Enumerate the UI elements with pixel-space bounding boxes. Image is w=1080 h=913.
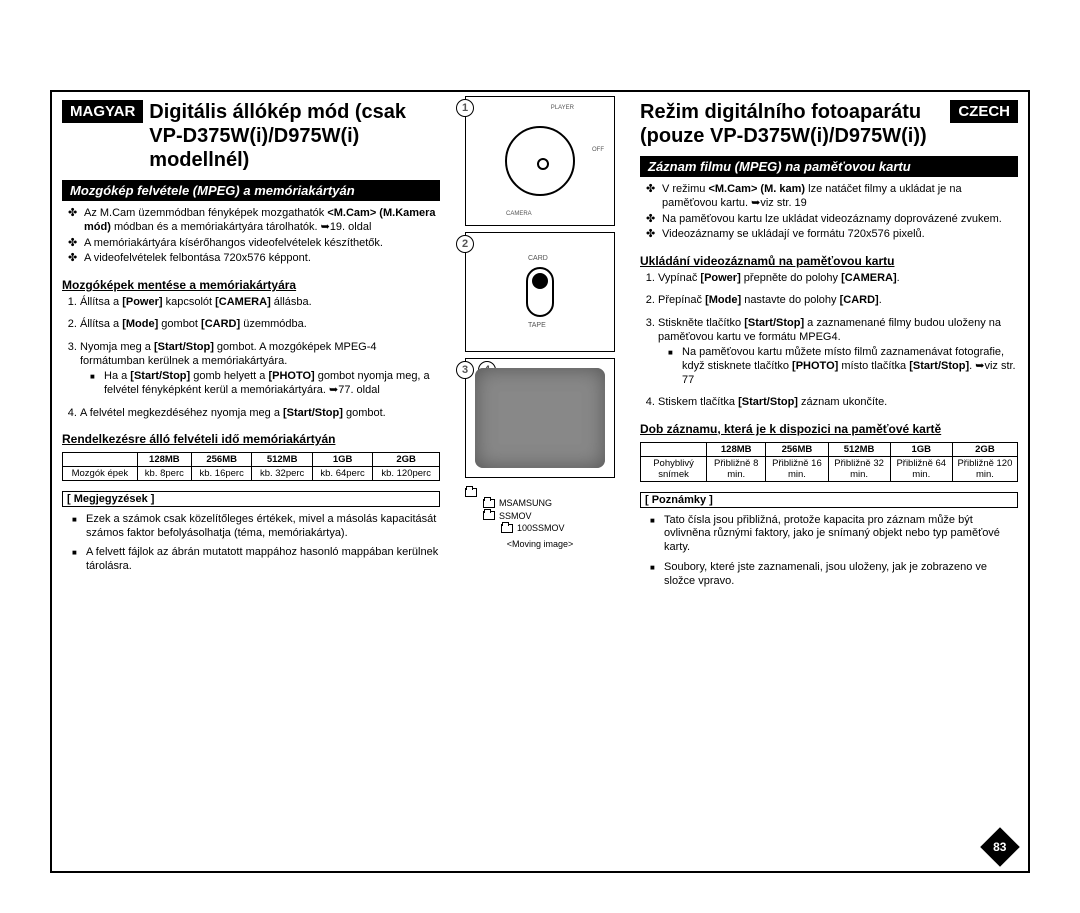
diagram-power-dial: 1 PLAYER OFF CAMERA	[465, 96, 615, 226]
step: A felvétel megkezdéséhez nyomja meg a [S…	[80, 406, 440, 420]
step: Állítsa a [Mode] gombot [CARD] üzemmódba…	[80, 317, 440, 331]
right-subhead-1: Ukládání videozáznamů na paměťovou kartu	[640, 254, 1018, 268]
table-row: Mozgók épek kb. 8perc kb. 16perc kb. 32p…	[63, 466, 440, 480]
right-header: Režim digitálního fotoaparátu (pouze VP-…	[640, 100, 1018, 148]
th: 128MB	[707, 442, 766, 456]
lang-tag-czech: CZECH	[950, 100, 1018, 123]
callout-2: 2	[456, 235, 474, 253]
intro-item: Na paměťovou kartu lze ukládat videozázn…	[662, 213, 1018, 227]
diagram-mode-switch: 2 CARD TAPE	[465, 232, 615, 352]
intro-item: V režimu <M.Cam> (M. kam) lze natáčet fi…	[662, 183, 1018, 211]
left-time-table: 128MB 256MB 512MB 1GB 2GB Mozgók épek kb…	[62, 452, 440, 481]
intro-item: A memóriakártyára kísérőhangos videofelv…	[84, 237, 440, 251]
switch-icon	[526, 267, 554, 317]
callout-1: 1	[456, 99, 474, 117]
folder-icon	[465, 488, 477, 497]
folder-label: SSMOV	[499, 510, 532, 523]
switch-label: TAPE	[528, 322, 546, 329]
td: Přibližně 8 min.	[707, 456, 766, 481]
note-item: Ezek a számok csak közelítőleges értékek…	[72, 513, 440, 541]
page-frame: MAGYAR Digitális állókép mód (csak VP-D3…	[50, 90, 1030, 873]
dial-label: CAMERA	[506, 211, 532, 217]
th: 1GB	[312, 452, 372, 466]
note-item: Tato čísla jsou přibližná, protože kapac…	[650, 514, 1018, 555]
folder-icon	[483, 499, 495, 508]
td: Mozgók épek	[63, 466, 138, 480]
diagram-caption: <Moving image>	[507, 539, 574, 549]
switch-label: CARD	[528, 255, 548, 262]
right-time-table: 128MB 256MB 512MB 1GB 2GB Pohyblivý sním…	[640, 442, 1018, 482]
step: Stiskněte tlačítko [Start/Stop] a zaznam…	[658, 316, 1018, 388]
note-item: Soubory, které jste zaznamenali, jsou ul…	[650, 561, 1018, 589]
td: Přibližně 64 min.	[890, 456, 952, 481]
left-steps: Állítsa a [Power] kapcsolót [CAMERA] áll…	[62, 295, 440, 428]
th	[63, 452, 138, 466]
th: 256MB	[766, 442, 828, 456]
step: Stiskem tlačítka [Start/Stop] záznam uko…	[658, 395, 1018, 409]
td: Pohyblivý snímek	[641, 456, 707, 481]
step-text: Stiskněte tlačítko [Start/Stop] a zaznam…	[658, 317, 1001, 343]
folder-tree: MSAMSUNG SSMOV 100SSMOV	[465, 488, 615, 535]
td: Přibližně 16 min.	[766, 456, 828, 481]
left-notes-label: [ Megjegyzések ]	[62, 491, 440, 507]
step: Állítsa a [Power] kapcsolót [CAMERA] áll…	[80, 295, 440, 309]
center-diagrams: 1 PLAYER OFF CAMERA 2 CARD TAPE 3 4 MSAM…	[450, 92, 630, 871]
th: 2GB	[952, 442, 1017, 456]
intro-item: Videozáznamy se ukládají ve formátu 720x…	[662, 228, 1018, 242]
dial-icon	[505, 126, 575, 196]
td: kb. 32perc	[252, 466, 312, 480]
td: kb. 8perc	[137, 466, 191, 480]
th: 512MB	[252, 452, 312, 466]
table-header-row: 128MB 256MB 512MB 1GB 2GB	[63, 452, 440, 466]
right-column: Režim digitálního fotoaparátu (pouze VP-…	[630, 92, 1028, 871]
th: 256MB	[191, 452, 251, 466]
folder-label: MSAMSUNG	[499, 497, 552, 510]
intro-item: Az M.Cam üzemmódban fényképek mozgatható…	[84, 207, 440, 235]
th	[641, 442, 707, 456]
right-subhead-2: Dob záznamu, která je k dispozici na pam…	[640, 422, 1018, 436]
right-title: Režim digitálního fotoaparátu (pouze VP-…	[640, 100, 944, 148]
left-section-bar: Mozgókép felvétele (MPEG) a memóriakárty…	[62, 180, 440, 201]
left-intro-list: Az M.Cam üzemmódban fényképek mozgatható…	[62, 207, 440, 268]
step-note: Na paměťovou kartu můžete místo filmů za…	[668, 346, 1018, 387]
right-steps: Vypínač [Power] přepněte do polohy [CAME…	[640, 271, 1018, 418]
th: 1GB	[890, 442, 952, 456]
right-notes-label: [ Poznámky ]	[640, 492, 1018, 508]
step: Vypínač [Power] přepněte do polohy [CAME…	[658, 271, 1018, 285]
folder-icon	[483, 511, 495, 520]
left-column: MAGYAR Digitális állókép mód (csak VP-D3…	[52, 92, 450, 871]
intro-item: A videofelvételek felbontása 720x576 kép…	[84, 252, 440, 266]
step-note: Ha a [Start/Stop] gomb helyett a [PHOTO]…	[90, 370, 440, 398]
td: kb. 120perc	[373, 466, 440, 480]
right-section-bar: Záznam filmu (MPEG) na paměťovou kartu	[640, 156, 1018, 177]
th: 128MB	[137, 452, 191, 466]
th: 2GB	[373, 452, 440, 466]
step-text: Nyomja meg a [Start/Stop] gombot. A mozg…	[80, 341, 377, 367]
left-header: MAGYAR Digitális állókép mód (csak VP-D3…	[62, 100, 440, 172]
table-row: Pohyblivý snímek Přibližně 8 min. Přibli…	[641, 456, 1018, 481]
td: kb. 16perc	[191, 466, 251, 480]
step: Přepínač [Mode] nastavte do polohy [CARD…	[658, 293, 1018, 307]
right-intro-list: V režimu <M.Cam> (M. kam) lze natáčet fi…	[640, 183, 1018, 244]
left-subhead-2: Rendelkezésre álló felvételi idő memória…	[62, 432, 440, 446]
step: Nyomja meg a [Start/Stop] gombot. A mozg…	[80, 340, 440, 398]
folder-icon	[501, 524, 513, 533]
lang-tag-magyar: MAGYAR	[62, 100, 143, 123]
th: 512MB	[828, 442, 890, 456]
left-title: Digitális állókép mód (csak VP-D375W(i)/…	[149, 100, 440, 172]
td: Přibližně 32 min.	[828, 456, 890, 481]
folder-label: 100SSMOV	[517, 522, 565, 535]
note-item: A felvett fájlok az ábrán mutatott mappá…	[72, 546, 440, 574]
camera-illustration	[475, 368, 605, 468]
td: Přibližně 120 min.	[952, 456, 1017, 481]
td: kb. 64perc	[312, 466, 372, 480]
callout-3: 3	[456, 361, 474, 379]
diagram-camera-body: 3 4	[465, 358, 615, 478]
dial-label: PLAYER	[551, 105, 574, 111]
left-subhead-1: Mozgóképek mentése a memóriakártyára	[62, 278, 440, 292]
table-header-row: 128MB 256MB 512MB 1GB 2GB	[641, 442, 1018, 456]
dial-label: OFF	[592, 147, 604, 153]
